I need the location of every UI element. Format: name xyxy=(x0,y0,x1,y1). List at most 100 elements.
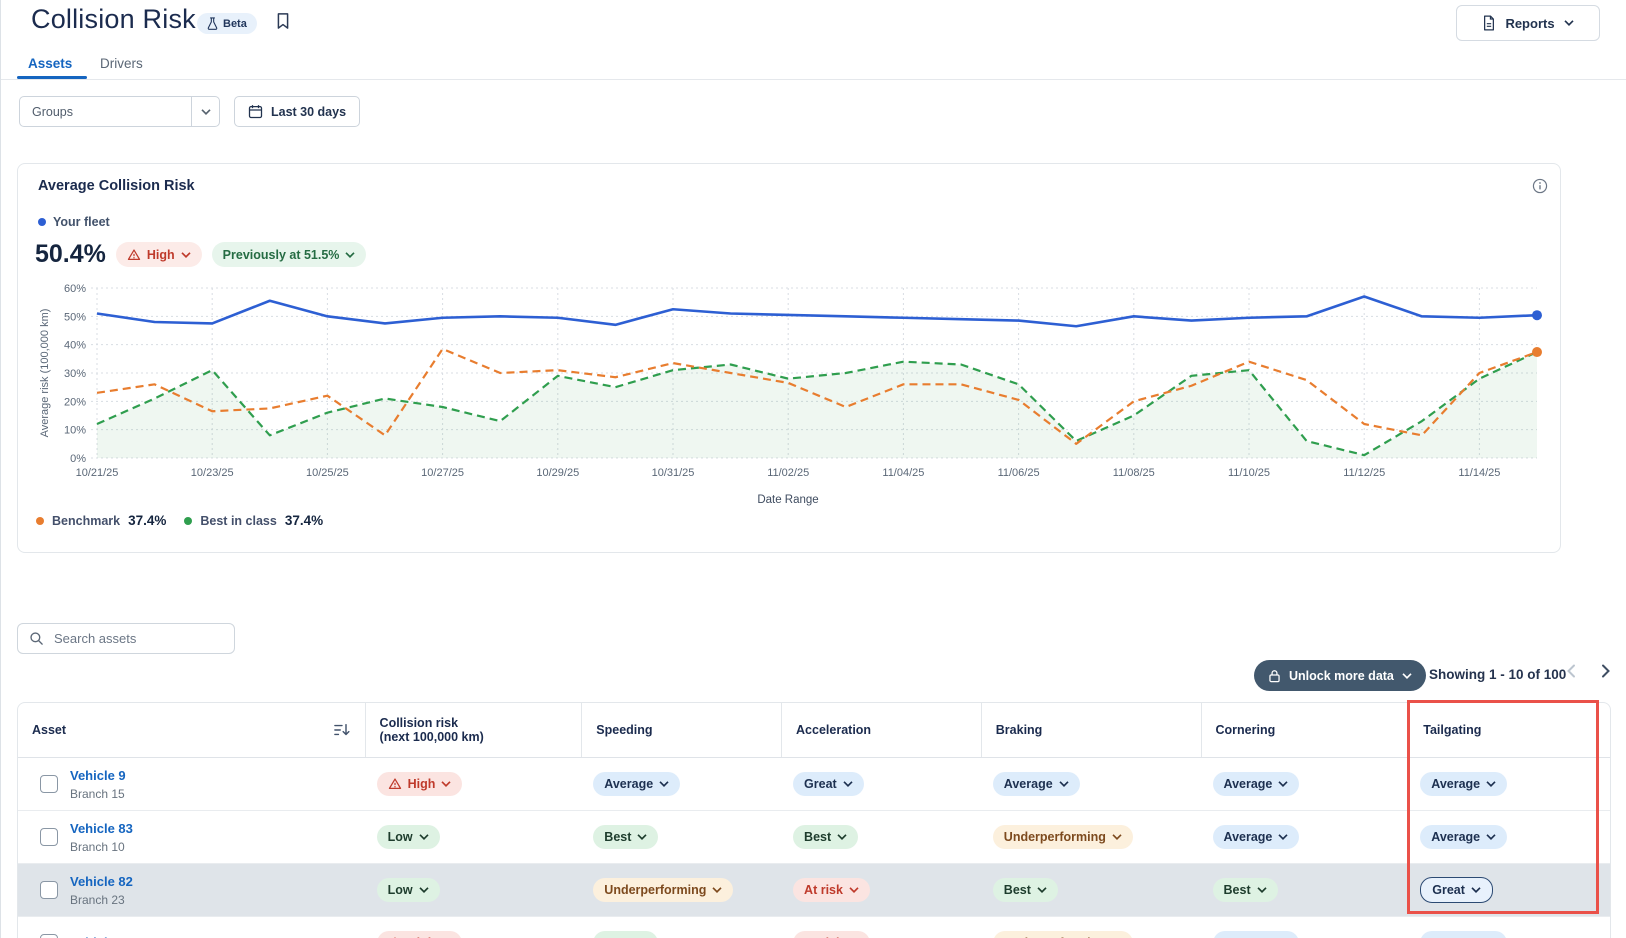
asset-link[interactable]: Vehicle 83 xyxy=(70,821,133,836)
y-tick-label: 40% xyxy=(64,340,86,352)
badge-label: At risk xyxy=(804,936,843,938)
braking-badge[interactable]: Average xyxy=(992,772,1080,796)
acceleration-badge[interactable]: Best xyxy=(793,825,859,849)
y-tick-label: 30% xyxy=(64,368,86,380)
reports-label: Reports xyxy=(1505,15,1555,31)
average-collision-risk-chart: 0% 10% 20% 30% 40% 50% 60% 10/21/25 10/23/25 10/2… xyxy=(39,283,1542,506)
badge-label: Best xyxy=(604,936,631,938)
collision-risk-badge[interactable]: High xyxy=(376,931,463,938)
cornering-badge[interactable]: Average xyxy=(1212,772,1300,796)
sort-icon[interactable] xyxy=(333,722,351,738)
braking-badge[interactable]: Best xyxy=(992,878,1058,902)
pagination-status: Showing 1 - 10 of 100 xyxy=(1429,667,1567,682)
chart-bottom-legend: Benchmark 37.4% Best in class 37.4% xyxy=(36,513,333,528)
tailgating-badge[interactable]: Great xyxy=(1420,877,1493,903)
x-tick-label: 11/04/25 xyxy=(882,467,924,479)
current-risk-row: 50.4% High Previously at 51.5% xyxy=(35,240,367,269)
best-in-class-value: 37.4% xyxy=(284,513,324,528)
risk-level-label: High xyxy=(146,247,175,262)
groups-chevron[interactable] xyxy=(191,97,219,126)
previous-risk-label: Previously at 51.5% xyxy=(222,247,340,262)
chevron-down-icon xyxy=(837,834,847,840)
collision-risk-badge[interactable]: High xyxy=(376,772,463,796)
cornering-badge[interactable]: Average xyxy=(1212,825,1300,849)
column-header-collision-risk[interactable]: Collision risk (next 100,000 km) xyxy=(364,703,582,757)
chevron-down-icon xyxy=(1486,834,1496,840)
badge-label: Average xyxy=(1431,777,1481,791)
x-tick-label: 10/27/25 xyxy=(421,467,464,479)
beta-label: Beta xyxy=(223,17,247,30)
reports-button[interactable]: Reports xyxy=(1456,5,1600,41)
x-tick-label: 11/10/25 xyxy=(1228,467,1270,479)
column-header-asset[interactable]: Asset xyxy=(18,703,365,757)
warning-icon xyxy=(388,778,401,789)
asset-link[interactable]: Vehicle 9 xyxy=(70,768,126,783)
collision-risk-badge[interactable]: Low xyxy=(376,878,440,902)
braking-badge[interactable]: Underperforming xyxy=(992,825,1133,849)
chevron-down-icon xyxy=(849,887,859,893)
asset-branch: Branch 15 xyxy=(70,787,125,801)
chevron-down-icon xyxy=(1563,20,1574,26)
speeding-badge[interactable]: Average xyxy=(593,772,681,796)
column-header-braking[interactable]: Braking xyxy=(980,703,1201,757)
column-header-speeding[interactable]: Speeding xyxy=(581,703,781,757)
badge-label: Low xyxy=(387,883,413,897)
best-in-class-area xyxy=(97,352,1537,458)
benchmark-end-dot xyxy=(1532,347,1542,358)
braking-badge[interactable]: Underperforming xyxy=(992,931,1133,938)
badge-label: At risk xyxy=(804,883,843,897)
search-assets-input[interactable] xyxy=(17,623,235,654)
groups-select[interactable]: Groups xyxy=(19,96,220,127)
risk-level-badge[interactable]: High xyxy=(115,242,202,267)
cornering-badge[interactable]: Best xyxy=(1212,878,1278,902)
row-checkbox[interactable] xyxy=(40,828,58,846)
badge-label: Best xyxy=(804,830,832,844)
tab-assets[interactable]: Assets xyxy=(28,56,73,71)
acceleration-badge[interactable]: At risk xyxy=(793,931,870,938)
row-checkbox[interactable] xyxy=(40,934,58,938)
speeding-badge[interactable]: Best xyxy=(593,931,659,938)
chevron-down-icon xyxy=(659,781,669,787)
benchmark-dot xyxy=(36,516,44,525)
asset-branch: Branch 23 xyxy=(70,893,125,907)
asset-link[interactable]: Vehicle 82 xyxy=(70,874,133,889)
cornering-badge[interactable]: Average xyxy=(1212,931,1300,938)
chevron-down-icon xyxy=(441,781,451,787)
bookmark-icon[interactable] xyxy=(273,11,293,31)
date-range-button[interactable]: Last 30 days xyxy=(234,96,361,127)
info-icon[interactable] xyxy=(1532,178,1548,194)
column-header-acceleration[interactable]: Acceleration xyxy=(781,703,981,757)
column-header-tailgating[interactable]: Tailgating xyxy=(1408,703,1610,757)
row-checkbox[interactable] xyxy=(40,881,58,899)
column-header-sublabel: (next 100,000 km) xyxy=(379,730,484,744)
previous-risk-badge[interactable]: Previously at 51.5% xyxy=(211,242,367,267)
search-assets xyxy=(17,623,235,654)
acceleration-badge[interactable]: Great xyxy=(793,772,864,796)
asset-link[interactable]: Vehicle 81 xyxy=(70,935,133,938)
tailgating-badge[interactable]: Average xyxy=(1420,931,1508,938)
acceleration-badge[interactable]: At risk xyxy=(793,878,870,902)
pagination-prev-icon[interactable] xyxy=(1564,663,1580,679)
row-checkbox[interactable] xyxy=(40,775,58,793)
your-fleet-line xyxy=(96,295,1538,328)
best-in-class-line xyxy=(96,351,1538,457)
chevron-down-icon xyxy=(1059,781,1069,787)
best-in-class-dot xyxy=(184,516,193,525)
collision-risk-badge[interactable]: Low xyxy=(376,825,440,849)
tab-drivers[interactable]: Drivers xyxy=(100,56,143,71)
unlock-more-data-button[interactable]: Unlock more data xyxy=(1254,660,1426,691)
badge-label: Underperforming xyxy=(1004,936,1106,938)
calendar-icon xyxy=(248,105,263,119)
x-tick-label: 10/21/25 xyxy=(76,467,119,479)
chevron-down-icon xyxy=(1402,672,1412,679)
benchmark-line xyxy=(96,347,1538,445)
speeding-badge[interactable]: Underperforming xyxy=(593,878,734,902)
speeding-badge[interactable]: Best xyxy=(593,825,659,849)
column-header-label: Speeding xyxy=(596,723,653,737)
tailgating-badge[interactable]: Average xyxy=(1420,825,1508,849)
tailgating-badge[interactable]: Average xyxy=(1420,772,1508,796)
pagination-next-icon[interactable] xyxy=(1597,663,1613,679)
benchmark-value: 37.4% xyxy=(128,513,167,528)
column-header-cornering[interactable]: Cornering xyxy=(1200,703,1409,757)
column-header-label: Cornering xyxy=(1215,723,1276,737)
